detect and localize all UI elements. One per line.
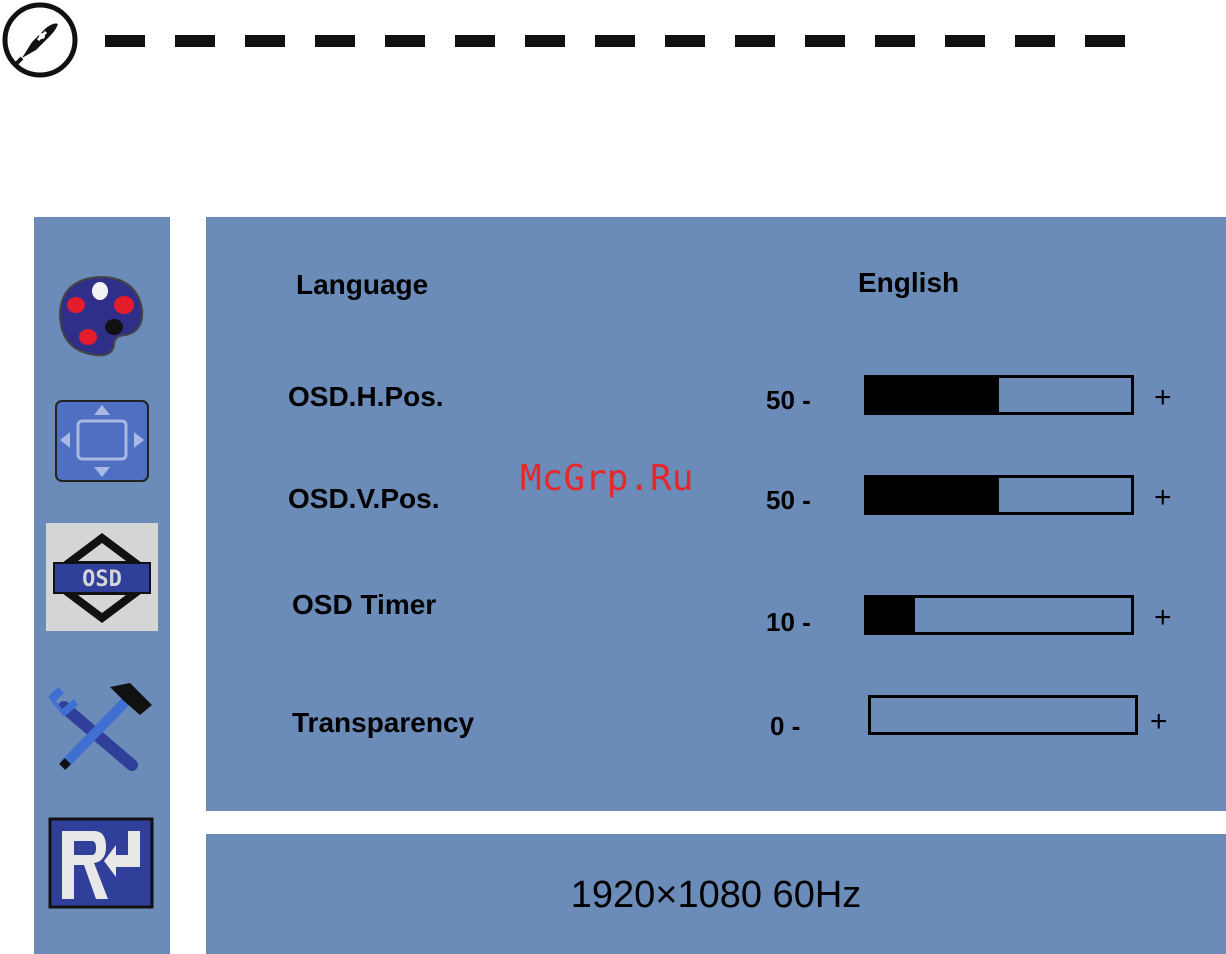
osd-h-pos-number: 50 <box>766 385 795 415</box>
osd-h-pos-plus[interactable]: + <box>1154 381 1172 414</box>
osd-h-pos-label: OSD.H.Pos. <box>288 381 444 412</box>
transparency-number: 0 <box>770 711 785 741</box>
image-position-icon <box>55 400 149 482</box>
setup-tools-icon <box>48 683 152 771</box>
osd-h-pos-minus[interactable]: - <box>802 385 811 415</box>
transparency-minus[interactable]: - <box>791 711 801 741</box>
color-palette-icon <box>58 275 144 357</box>
transparency-label: Transparency <box>292 707 475 738</box>
watermark-text: McGrp.Ru <box>520 458 694 499</box>
sidebar-item-exit[interactable] <box>48 817 154 909</box>
osd-timer-plus[interactable]: + <box>1154 601 1172 634</box>
osd-v-pos-fill <box>867 478 999 512</box>
osd-v-pos-plus[interactable]: + <box>1154 481 1172 514</box>
osd-v-pos-minus[interactable]: - <box>802 485 811 515</box>
sidebar-item-image[interactable] <box>52 399 152 483</box>
acer-logo-icon <box>2 2 78 78</box>
osd-timer-number: 10 <box>766 607 795 637</box>
osd-v-pos-number: 50 <box>766 485 795 515</box>
osd-timer-label: OSD Timer <box>292 589 437 620</box>
svg-text:OSD: OSD <box>82 567 122 592</box>
sidebar-item-setup[interactable] <box>44 679 156 771</box>
reset-return-icon <box>48 817 154 909</box>
header-dash-line <box>105 35 1125 47</box>
osd-sidebar: OSD <box>34 217 170 954</box>
osd-timer-slider[interactable] <box>864 595 1134 635</box>
language-value[interactable]: English <box>858 267 960 298</box>
transparency-value: 0 - <box>770 711 800 742</box>
osd-timer-value: 10 - <box>766 607 811 638</box>
sidebar-item-osd[interactable]: OSD <box>46 523 158 631</box>
osd-v-pos-value: 50 - <box>766 485 811 516</box>
osd-timer-minus[interactable]: - <box>802 607 811 637</box>
status-panel: 1920×1080 60Hz <box>206 834 1226 954</box>
language-label: Language <box>296 269 429 300</box>
osd-settings-icon: OSD <box>53 533 151 623</box>
transparency-plus[interactable]: + <box>1150 705 1168 738</box>
osd-timer-fill <box>867 598 915 632</box>
transparency-slider[interactable] <box>868 695 1138 735</box>
osd-settings-panel: Language English OSD.H.Pos. 50 - + OSD.V… <box>206 217 1226 811</box>
osd-v-pos-slider[interactable] <box>864 475 1134 515</box>
osd-h-pos-fill <box>867 378 999 412</box>
osd-h-pos-value: 50 - <box>766 385 811 416</box>
resolution-status: 1920×1080 60Hz <box>570 874 862 916</box>
osd-v-pos-label: OSD.V.Pos. <box>288 483 440 514</box>
osd-h-pos-slider[interactable] <box>864 375 1134 415</box>
sidebar-item-color[interactable] <box>52 269 148 359</box>
